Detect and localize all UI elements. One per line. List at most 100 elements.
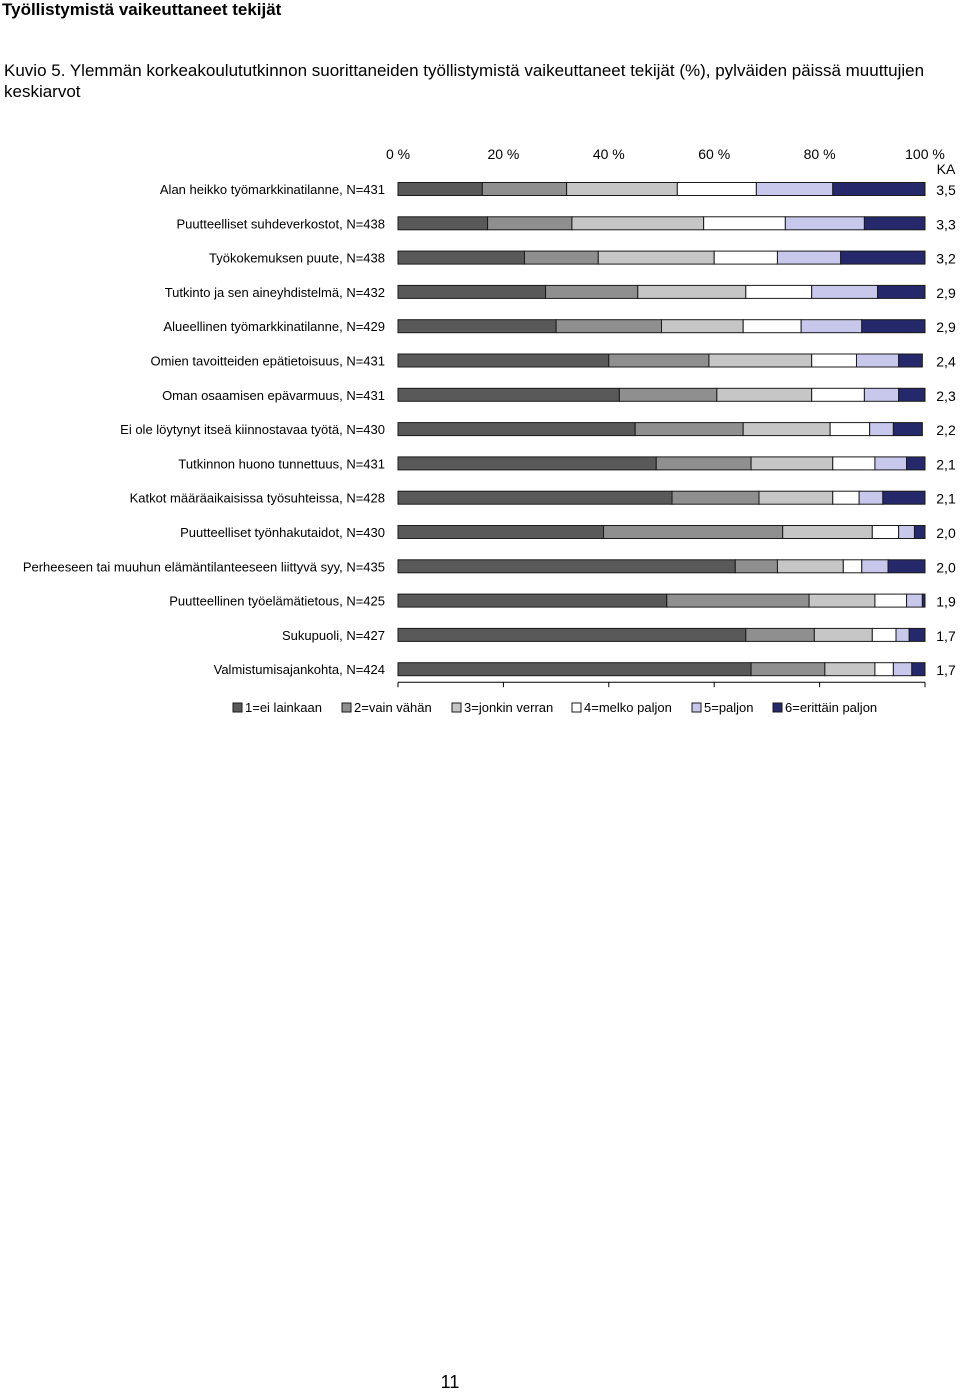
bar-segment-s2 [734, 559, 778, 574]
bar-segment-s2 [545, 284, 639, 299]
bar-segment-s3 [808, 593, 876, 608]
bar-segment-s2 [487, 216, 573, 231]
bar-segment-s3 [750, 456, 834, 471]
legend-label: 4=melko paljon [584, 700, 672, 715]
bar-segment-s2 [666, 593, 810, 608]
bar-segment-s6 [906, 456, 926, 471]
x-axis [397, 681, 926, 688]
x-tick-label: 60 % [698, 146, 730, 162]
bar-segment-s3 [597, 250, 715, 265]
legend-swatch [451, 702, 462, 713]
mean-value: 1,7 [936, 662, 956, 678]
bar-segment-s6 [877, 284, 926, 299]
mean-value: 2,4 [936, 354, 956, 370]
legend-label: 3=jonkin verran [464, 700, 553, 715]
bar-segment-s3 [571, 216, 705, 231]
bar-segment-s1 [397, 353, 610, 368]
mean-value: 3,2 [936, 251, 956, 267]
bar-segment-s1 [397, 422, 636, 437]
legend-swatch [691, 702, 702, 713]
bar-segment-s1 [397, 490, 673, 505]
x-axis-ticks: 0 % 20 % 40 % 60 % 80 % 100 % [386, 146, 945, 162]
mean-value: 2,0 [936, 559, 956, 575]
category-labels: Alan heikko työmarkkinatilanne, N=431 Puu… [23, 182, 385, 677]
bar-segment-s1 [397, 216, 489, 231]
bar-segment-s3 [813, 627, 873, 642]
bar-segment-s2 [634, 422, 744, 437]
bar-segment-s5 [861, 559, 889, 574]
bar-segment-s2 [618, 387, 718, 402]
legend-swatch [772, 702, 783, 713]
bar-segment-s2 [481, 182, 568, 196]
bar-segment-s5 [898, 525, 915, 539]
bar-segment-s3 [758, 490, 834, 505]
category-label: Omien tavoitteiden epätietoisuus, N=431 [150, 354, 385, 369]
bar-segment-s1 [397, 387, 620, 402]
bar-segment-s3 [782, 525, 873, 539]
bar-segment-s1 [397, 250, 525, 265]
mean-values: 3,5 3,3 3,2 2,9 2,9 2,4 2,3 2,2 2,1 2,1 2,0 2,0 1,9 1… [936, 182, 956, 678]
bar-segment-s2 [555, 319, 662, 334]
bar-segment-s1 [397, 456, 657, 471]
bar-segment-s6 [913, 525, 926, 539]
bar-segment-s1 [397, 627, 747, 642]
mean-value: 3,5 [936, 182, 956, 198]
bar-segment-s4 [871, 525, 900, 539]
bar-segment-s3 [742, 422, 831, 437]
bar-segment-s1 [397, 559, 736, 574]
bar-segment-s3 [637, 284, 747, 299]
mean-value: 2,3 [936, 388, 956, 404]
bar-segment-s6 [898, 353, 923, 368]
bar-segment-s4 [811, 387, 865, 402]
bar-segment-s4 [745, 284, 813, 299]
category-label: Sukupuoli, N=427 [282, 628, 385, 643]
x-tick-label: 20 % [487, 146, 519, 162]
category-label: Työkokemuksen puute, N=438 [209, 251, 385, 266]
bar-segment-s4 [811, 353, 857, 368]
category-label: Tutkinnon huono tunnettuus, N=431 [178, 456, 385, 471]
bar-segment-s3 [776, 559, 844, 574]
legend-swatch [341, 702, 352, 713]
bars [397, 182, 926, 677]
bar-segment-s5 [784, 216, 865, 231]
page-number: 11 [440, 1372, 460, 1392]
x-tick-label: 100 % [905, 146, 945, 162]
bar-segment-s4 [874, 593, 908, 608]
bar-segment-s5 [855, 353, 900, 368]
bar-segment-s5 [895, 627, 910, 642]
category-label: Ei ole löytynyt itseä kiinnostavaa työtä… [120, 422, 385, 437]
mean-value: 1,7 [936, 628, 956, 644]
mean-value: 2,1 [936, 491, 956, 507]
bar-segment-s5 [906, 593, 923, 608]
bar-segment-s2 [750, 662, 826, 677]
bar-segment-s4 [703, 216, 786, 231]
legend-label: 5=paljon [704, 700, 754, 715]
bar-segment-s6 [921, 593, 926, 608]
bar-segment-s5 [869, 422, 894, 437]
bar-segment-s5 [755, 182, 834, 196]
bar-segment-s5 [776, 250, 842, 265]
legend-label: 1=ei lainkaan [245, 700, 322, 715]
bar-segment-s1 [397, 662, 752, 677]
mean-value: 2,2 [936, 422, 956, 438]
bar-segment-s3 [661, 319, 744, 334]
bar-segment-s1 [397, 284, 547, 299]
bar-segment-s2 [608, 353, 710, 368]
category-label: Alueellinen työmarkkinatilanne, N=429 [164, 319, 386, 334]
stacked-bar-chart: 0 % 20 % 40 % 60 % 80 % 100 % KA Alan heikko … [23, 146, 956, 715]
bar-segment-s6 [882, 490, 926, 505]
bar-segment-s6 [832, 182, 926, 196]
legend: 1=ei lainkaan 2=vain vähän 3=jonkin verran… [232, 700, 877, 715]
figure-caption: Kuvio 5. Ylemmän korkeakoulututkinnon su… [4, 61, 925, 101]
legend-label: 6=erittäin paljon [785, 700, 877, 715]
bar-segment-s2 [603, 525, 784, 539]
mean-value: 1,9 [936, 594, 956, 610]
mean-value: 3,3 [936, 216, 956, 232]
bar-segment-s6 [892, 422, 923, 437]
category-label: Puutteelliset työnhakutaidot, N=430 [180, 525, 385, 540]
bar-segment-s4 [832, 490, 860, 505]
bar-segment-s4 [829, 422, 871, 437]
bar-segment-s4 [713, 250, 778, 265]
category-label: Valmistumisajankohta, N=424 [214, 662, 385, 677]
category-label: Alan heikko työmarkkinatilanne, N=431 [160, 182, 385, 197]
